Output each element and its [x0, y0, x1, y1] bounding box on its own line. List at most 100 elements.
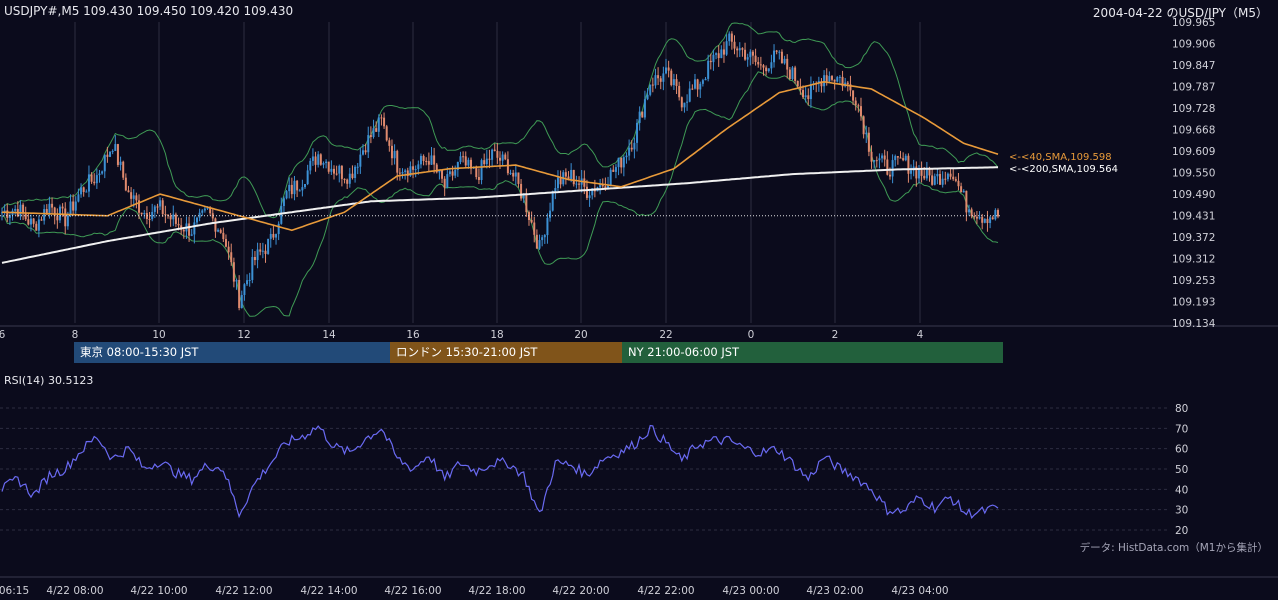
y-tick-label: 109.906	[1172, 39, 1216, 51]
candle-body	[796, 80, 799, 87]
candle-body	[881, 155, 884, 159]
candle-body	[538, 240, 541, 249]
candle-body	[614, 167, 617, 172]
candle-body	[459, 156, 462, 163]
candle-body	[480, 160, 483, 181]
candle-body	[240, 294, 243, 309]
candle-body	[633, 142, 636, 150]
x-tick-label: 12	[237, 329, 250, 341]
candle-body	[485, 158, 488, 165]
candle-body	[654, 75, 657, 86]
candle-body	[717, 53, 720, 59]
candle-body	[891, 160, 894, 177]
candle-body	[441, 169, 444, 179]
candle-body	[309, 160, 312, 171]
candle-body	[517, 172, 520, 184]
candle-body	[525, 194, 528, 213]
candle-body	[907, 155, 910, 174]
candle-body	[820, 81, 823, 87]
candle-body	[346, 179, 349, 184]
candle-body	[201, 210, 204, 213]
candle-body	[37, 219, 40, 231]
candle-body	[422, 155, 425, 161]
candle-body	[322, 163, 325, 165]
bollinger-lower	[1, 71, 999, 317]
candle-body	[715, 53, 718, 55]
candle-body	[285, 191, 288, 199]
candle-body	[14, 209, 17, 211]
candle-body	[61, 206, 64, 209]
session-newyork: NY 21:00-06:00 JST	[622, 342, 1003, 363]
candle-body	[348, 173, 351, 184]
candle-body	[430, 155, 433, 165]
candle-body	[741, 48, 744, 50]
candle-body	[298, 190, 301, 192]
candle-body	[106, 154, 109, 157]
candle-body	[699, 83, 702, 90]
candle-body	[873, 160, 876, 162]
candle-body	[43, 209, 46, 221]
candle-body	[902, 158, 905, 161]
candle-body	[878, 158, 881, 161]
candle-body	[828, 76, 831, 82]
candle-body	[543, 235, 546, 238]
candle-body	[380, 117, 383, 119]
candle-body	[156, 206, 159, 208]
candle-body	[335, 173, 338, 175]
rsi-y-tick-label: 60	[1175, 444, 1188, 456]
candle-body	[417, 164, 420, 170]
candle-body	[269, 233, 272, 239]
candle-body	[657, 75, 660, 79]
candle-body	[709, 60, 712, 63]
candle-body	[414, 169, 417, 171]
candle-body	[193, 222, 196, 235]
candle-body	[48, 203, 51, 215]
candle-body	[572, 169, 575, 185]
rsi-y-tick-label: 20	[1175, 525, 1188, 537]
candle-body	[754, 55, 757, 62]
candle-body	[264, 250, 267, 254]
candle-body	[35, 223, 38, 231]
chart-title: 2004-04-22 のUSD/JPY（M5）	[1092, 6, 1268, 20]
candle-body	[462, 156, 465, 158]
sma200-line	[1, 166, 999, 264]
candle-body	[103, 154, 106, 172]
candle-body	[90, 174, 93, 182]
candle-body	[80, 187, 83, 195]
candle-body	[364, 150, 367, 153]
candle-body	[925, 167, 928, 179]
candle-body	[607, 185, 610, 189]
candle-body	[311, 156, 314, 161]
candle-body	[427, 161, 430, 165]
candle-body	[483, 160, 486, 165]
rsi-line	[1, 424, 999, 519]
time-axis-label: 4/22 14:00	[300, 585, 357, 597]
candle-body	[419, 155, 422, 165]
candle-body	[164, 214, 167, 216]
y-tick-label: 109.312	[1172, 254, 1215, 266]
candle-body	[122, 161, 125, 178]
candle-body	[888, 174, 891, 177]
candle-body	[520, 183, 523, 199]
candle-body	[388, 140, 391, 146]
candle-body	[383, 117, 386, 127]
candle-body	[854, 100, 857, 106]
candle-body	[40, 219, 43, 221]
candle-body	[954, 179, 957, 181]
candle-body	[672, 79, 675, 86]
candle-body	[224, 239, 227, 247]
candle-body	[704, 78, 707, 81]
candle-body	[917, 169, 920, 179]
candle-body	[794, 67, 797, 81]
candle-body	[751, 51, 754, 56]
candle-body	[174, 214, 177, 224]
candle-body	[95, 175, 98, 184]
candle-body	[456, 162, 459, 170]
sma200-label: <-<200,SMA,109.564	[1009, 164, 1118, 175]
candle-body	[691, 88, 694, 90]
y-tick-label: 109.728	[1172, 103, 1215, 115]
candle-body	[857, 105, 860, 107]
candle-body	[64, 208, 67, 227]
candle-body	[470, 159, 473, 169]
candle-body	[583, 178, 586, 187]
